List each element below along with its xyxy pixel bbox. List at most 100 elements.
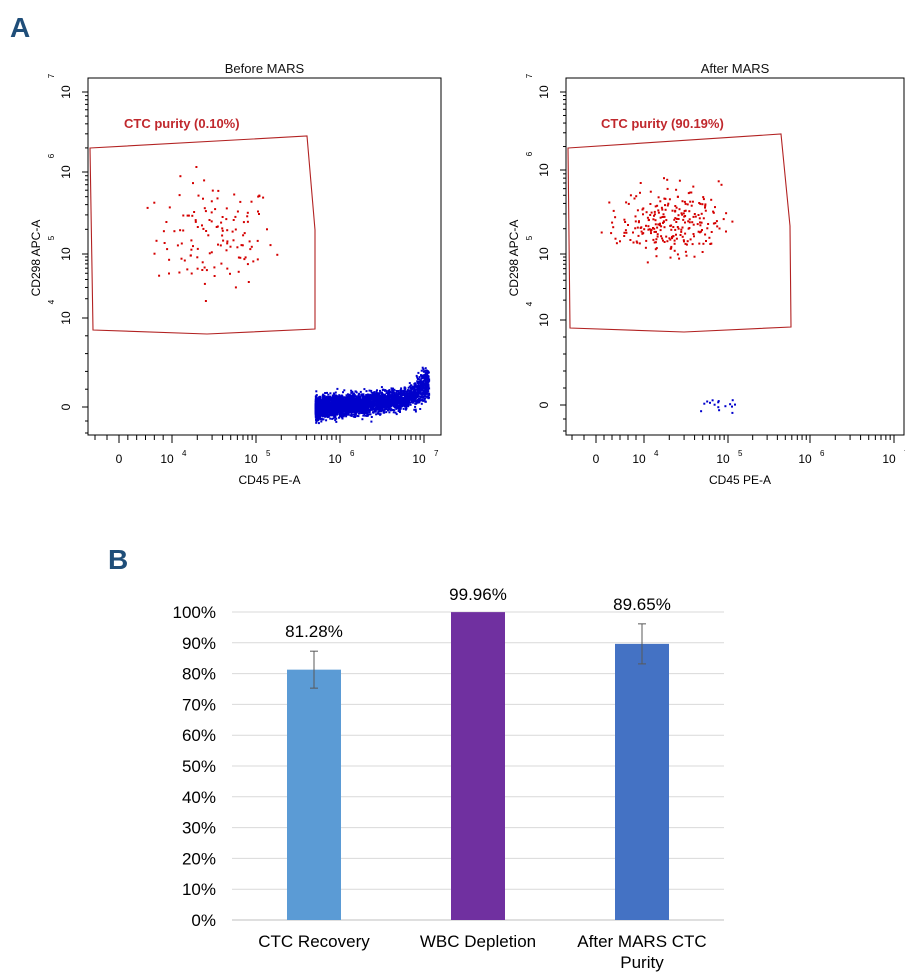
ctc-event-dot xyxy=(675,221,678,223)
wbc-event-dot xyxy=(364,405,367,408)
ctc-event-dot xyxy=(644,246,647,249)
wbc-event-dot xyxy=(387,408,390,411)
wbc-event-dot xyxy=(354,398,357,401)
y-tick-label: 10 xyxy=(59,247,73,261)
wbc-event-dot xyxy=(389,409,392,412)
ctc-event-dot xyxy=(696,223,699,226)
ctc-event-dot xyxy=(214,208,217,211)
wbc-event-dot xyxy=(378,405,380,408)
ctc-event-dot xyxy=(234,228,237,231)
wbc-event-dot xyxy=(319,397,322,400)
wbc-event-dot xyxy=(729,403,732,406)
wbc-event-dot xyxy=(420,388,423,391)
ctc-event-dot xyxy=(649,214,652,216)
ctc-event-dot xyxy=(612,226,615,229)
wbc-event-dot xyxy=(371,404,373,407)
ctc-event-dot xyxy=(146,206,149,209)
wbc-event-dot xyxy=(359,402,362,405)
ctc-event-dot xyxy=(688,221,691,224)
wbc-event-dot xyxy=(373,404,376,407)
ctc-event-dot xyxy=(246,220,249,223)
wbc-event-dot xyxy=(320,406,323,409)
wbc-event-dot xyxy=(424,387,427,390)
ctc-event-dot xyxy=(192,245,194,248)
wbc-event-dot xyxy=(403,404,406,407)
wbc-event-dot xyxy=(373,402,376,404)
y-tick-label: 40% xyxy=(182,788,216,807)
wbc-event-dot xyxy=(365,394,368,396)
wbc-event-dot xyxy=(406,389,409,392)
wbc-event-dot xyxy=(332,400,335,403)
ctc-event-dot xyxy=(684,242,687,245)
wbc-event-dot xyxy=(370,397,373,400)
plot-title: Before MARS xyxy=(225,61,305,76)
wbc-event-dot xyxy=(343,398,346,401)
wbc-event-dot xyxy=(317,400,320,403)
ctc-event-dot xyxy=(636,209,639,212)
ctc-event-dot xyxy=(689,238,692,241)
wbc-event-dot xyxy=(383,402,386,405)
wbc-event-dot xyxy=(328,397,331,400)
wbc-event-dot xyxy=(377,408,380,411)
ctc-event-dot xyxy=(162,230,165,233)
ctc-event-dot xyxy=(153,252,156,255)
ctc-event-dot xyxy=(663,241,666,243)
wbc-event-dot xyxy=(717,400,720,403)
wbc-event-dot xyxy=(386,398,388,401)
ctc-event-dot xyxy=(656,235,659,238)
wbc-event-dot xyxy=(360,406,363,409)
wbc-event-dot xyxy=(343,389,346,392)
ctc-event-dot xyxy=(675,206,678,209)
wbc-event-dot xyxy=(404,392,406,395)
wbc-event-dot xyxy=(332,392,335,395)
ctc-event-dot xyxy=(718,227,721,230)
ctc-event-dot xyxy=(624,229,627,232)
wbc-event-dot xyxy=(352,415,355,418)
wbc-event-dot xyxy=(418,398,421,401)
wbc-event-dot xyxy=(373,391,376,394)
ctc-event-dot xyxy=(204,210,207,213)
ctc-event-dot xyxy=(210,251,213,254)
ctc-event-dot xyxy=(685,254,688,257)
wbc-event-dot xyxy=(357,412,360,415)
wbc-event-dot xyxy=(406,390,409,393)
ctc-event-dot xyxy=(731,220,734,223)
ctc-event-dot xyxy=(256,239,259,242)
ctc-event-dot xyxy=(684,221,686,224)
wbc-event-dot xyxy=(414,398,417,401)
wbc-event-dot xyxy=(350,399,353,402)
ctc-event-dot xyxy=(714,206,716,209)
wbc-event-dot xyxy=(424,384,427,387)
wbc-event-dot xyxy=(421,386,424,389)
ctc-event-dot xyxy=(654,205,657,208)
x-tick-label: 10 xyxy=(328,452,342,466)
wbc-event-dot xyxy=(424,374,427,377)
wbc-event-dot xyxy=(366,397,369,400)
wbc-event-dot xyxy=(402,407,405,410)
ctc-event-dot xyxy=(654,219,657,222)
ctc-event-dot xyxy=(704,233,707,236)
wbc-event-dot xyxy=(376,398,379,401)
wbc-event-dot xyxy=(416,392,419,395)
ctc-event-dot xyxy=(653,210,656,213)
ctc-event-dot xyxy=(201,261,204,264)
ctc-event-dot xyxy=(715,220,718,223)
wbc-event-dot xyxy=(397,410,400,413)
ctc-event-dot xyxy=(623,231,626,234)
ctc-event-dot xyxy=(189,254,192,257)
wbc-event-dot xyxy=(416,376,419,379)
wbc-event-dot xyxy=(343,404,346,407)
ctc-event-dot xyxy=(659,229,662,232)
wbc-event-dot xyxy=(388,395,391,398)
wbc-event-dot xyxy=(417,392,420,395)
wbc-event-dot xyxy=(392,389,394,392)
wbc-event-dot xyxy=(402,391,405,394)
wbc-event-dot xyxy=(320,420,323,423)
wbc-event-dot xyxy=(423,370,426,373)
y-axis-label: CD298 APC-A xyxy=(29,220,43,297)
wbc-event-dot xyxy=(333,404,336,407)
wbc-event-dot xyxy=(380,400,383,403)
wbc-event-dot xyxy=(387,396,390,399)
wbc-event-dot xyxy=(316,416,319,419)
ctc-event-dot xyxy=(699,202,702,205)
